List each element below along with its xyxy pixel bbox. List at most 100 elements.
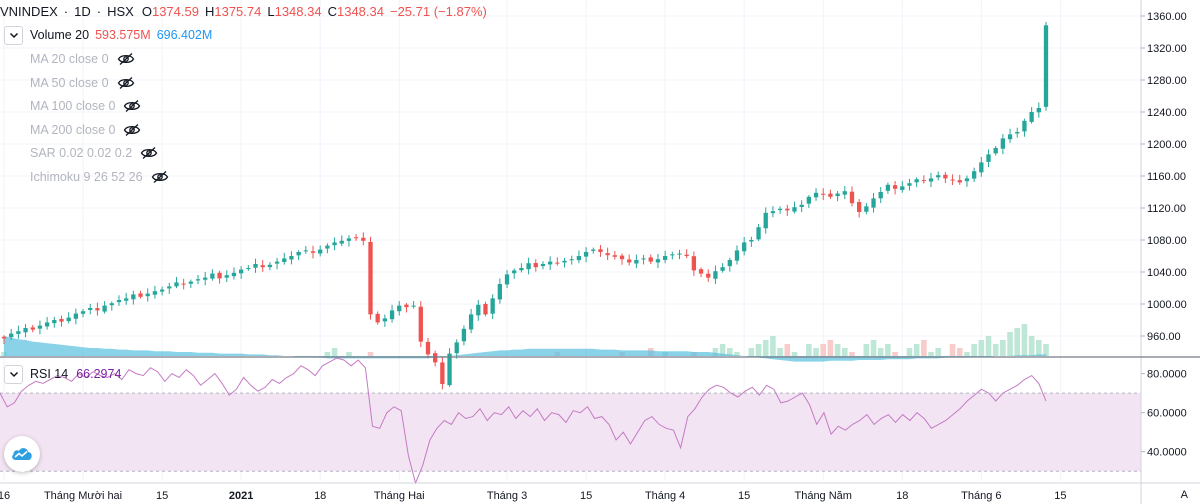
volume-label[interactable]: Volume 20	[30, 28, 90, 42]
volume-bar	[949, 344, 956, 356]
volume-bar	[892, 352, 898, 356]
price-tick-label: 1160.00	[1147, 171, 1186, 183]
candle-body	[124, 298, 129, 301]
interval-label[interactable]: 1D	[74, 3, 91, 19]
time-axis: 16 Tháng Mười hai 15 2021 18 Tháng Hai Tháng 3…	[0, 490, 1066, 502]
volume-bar	[1007, 332, 1013, 356]
rsi-band	[0, 392, 1141, 472]
candle-body	[641, 258, 646, 260]
volume-legend: Volume 20 593.575M 696.402M	[4, 25, 212, 45]
eye-hidden-icon[interactable]	[123, 99, 141, 113]
volume-bar	[885, 344, 891, 356]
volume-bar	[331, 348, 338, 356]
volume-bar	[762, 340, 769, 356]
eye-hidden-icon[interactable]	[117, 52, 135, 66]
rsi-legend: RSI 14 66.2974	[4, 364, 121, 384]
candle-body	[159, 289, 165, 292]
indicator-legend-row[interactable]: MA 50 close 0	[30, 73, 135, 93]
high-key: H	[204, 3, 215, 19]
candle-body	[152, 291, 158, 295]
candle-body	[792, 207, 797, 212]
symbol-name[interactable]: VNINDEX	[0, 3, 58, 19]
candle-body	[37, 325, 43, 329]
price-tick-label: 1360.00	[1147, 11, 1187, 23]
high-value: 1375.74	[214, 3, 262, 19]
candle-body	[777, 208, 783, 211]
volume-bar	[324, 352, 331, 356]
indicator-legend-row[interactable]: Ichimoku 9 26 52 26	[30, 167, 169, 187]
tradingview-logo-button[interactable]	[4, 436, 40, 472]
candle-body	[885, 184, 891, 191]
time-tick-label: Tháng 6	[961, 490, 1001, 502]
indicator-legend-row[interactable]: MA 200 close 0	[30, 120, 141, 140]
collapse-button[interactable]	[4, 25, 23, 45]
volume-bar	[827, 340, 834, 356]
candle-body	[662, 256, 668, 260]
volume-value: 593.575M	[95, 28, 151, 42]
candle-body	[857, 202, 862, 212]
candle-body	[418, 306, 423, 342]
candlesticks	[1, 21, 1049, 390]
time-tick-label: 18	[314, 490, 326, 502]
candle-body	[562, 260, 567, 263]
candle-body	[210, 273, 215, 279]
time-tick-label: 18	[896, 490, 908, 502]
candle-body	[332, 242, 337, 246]
candle-body	[260, 265, 265, 268]
indicator-legend-row[interactable]: MA 100 close 0	[30, 96, 141, 116]
time-tick-label: 15	[580, 490, 592, 502]
candle-body	[806, 196, 812, 204]
indicator-legend-row[interactable]: SAR 0.02 0.02 0.2	[30, 143, 158, 163]
eye-hidden-icon[interactable]	[117, 76, 135, 90]
candle-body	[23, 328, 28, 333]
volume-bar	[913, 344, 920, 356]
candle-body	[238, 269, 244, 274]
candle-body	[936, 175, 941, 178]
volume-bar	[971, 344, 977, 356]
candle-body	[993, 148, 998, 154]
volume-bar	[784, 344, 791, 356]
candle-body	[353, 237, 359, 239]
eye-hidden-icon[interactable]	[140, 146, 158, 160]
rsi-tick-label: 60.0000	[1147, 408, 1187, 420]
candle-body	[339, 240, 344, 244]
candle-body	[1000, 138, 1006, 149]
candle-body	[303, 250, 308, 252]
rsi-label[interactable]: RSI 14	[30, 367, 69, 381]
candle-body	[174, 282, 179, 287]
candle-body	[670, 254, 675, 256]
candle-body	[813, 192, 819, 198]
candle-body	[547, 261, 553, 265]
candle-body	[425, 341, 431, 355]
eye-hidden-icon[interactable]	[151, 170, 169, 184]
volume-ma-area	[4, 336, 1046, 362]
candle-body	[1043, 25, 1049, 107]
volume-bar	[1021, 324, 1028, 356]
change-value: −25.71 (−1.87%)	[389, 3, 487, 19]
volume-bar	[727, 348, 733, 356]
price-tick-label: 1320.00	[1147, 43, 1187, 55]
auto-scale-button[interactable]: A	[1180, 489, 1188, 501]
candle-body	[80, 311, 86, 314]
candle-body	[619, 255, 625, 260]
rsi-line	[0, 357, 1047, 485]
volume-bar	[1028, 336, 1035, 356]
candle-body	[648, 257, 653, 262]
candle-body	[612, 255, 617, 257]
rsi-tick-label: 80.0000	[1147, 369, 1187, 381]
price-tick-label: 1080.00	[1147, 235, 1187, 247]
candle-body	[16, 331, 21, 334]
indicator-legend-row[interactable]: MA 20 close 0	[30, 49, 135, 69]
candle-body	[145, 293, 150, 297]
candle-body	[842, 191, 847, 195]
volume-bar	[877, 348, 884, 356]
exchange-label: HSX	[107, 3, 134, 19]
candle-body	[404, 304, 409, 308]
candle-body	[483, 303, 488, 315]
volume-bar	[367, 352, 374, 356]
volume-bar	[1043, 344, 1049, 356]
collapse-rsi-button[interactable]	[4, 364, 23, 384]
eye-hidden-icon[interactable]	[123, 123, 141, 137]
